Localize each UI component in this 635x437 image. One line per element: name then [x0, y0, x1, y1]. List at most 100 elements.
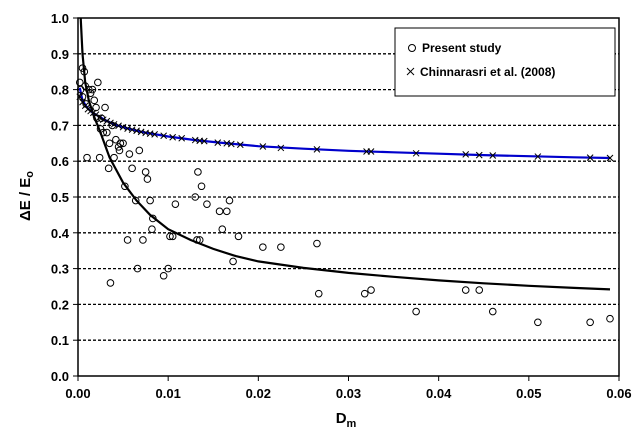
point-present-study — [90, 96, 99, 105]
point-present-study — [133, 264, 142, 273]
point-present-study — [95, 153, 104, 162]
point-chinnarasri — [200, 137, 208, 145]
point-present-study — [80, 67, 89, 76]
point-present-study — [195, 236, 204, 244]
point-present-study — [234, 232, 243, 241]
point-present-study — [171, 200, 180, 208]
point-present-study — [106, 279, 115, 287]
point-chinnarasri — [606, 154, 614, 162]
point-chinnarasri — [119, 123, 127, 131]
point-present-study — [139, 236, 147, 244]
point-present-study — [166, 232, 174, 241]
point-present-study — [412, 307, 420, 316]
y-tick-label: 0.5 — [51, 190, 69, 205]
point-chinnarasri — [586, 154, 594, 161]
point-present-study — [197, 182, 206, 191]
point-present-study — [606, 314, 614, 323]
point-present-study — [277, 243, 285, 251]
point-present-study — [229, 257, 237, 266]
y-tick-label: 0.8 — [51, 83, 69, 98]
point-chinnarasri — [259, 143, 267, 150]
point-present-study — [131, 196, 140, 205]
x-axis-title: Dm — [336, 410, 357, 430]
point-chinnarasri — [151, 130, 158, 138]
point-chinnarasri — [96, 114, 103, 121]
point-chinnarasri — [81, 102, 89, 110]
point-present-study — [135, 146, 144, 155]
point-present-study — [488, 307, 497, 316]
point-present-study — [148, 225, 156, 234]
point-present-study — [215, 207, 224, 216]
point-chinnarasri — [475, 151, 483, 159]
point-present-study — [314, 289, 323, 298]
point-present-study — [115, 146, 124, 155]
point-present-study — [101, 103, 109, 112]
y-tick-label: 0.1 — [51, 333, 69, 348]
legend-marker-chinnarasri — [406, 67, 415, 76]
point-present-study — [123, 236, 132, 244]
legend-label-chinnarasri: Chinnarasri et al. (2008) — [420, 65, 555, 79]
point-present-study — [125, 150, 134, 158]
point-present-study — [534, 318, 542, 327]
point-present-study — [105, 139, 114, 148]
x-tick-label: 0.02 — [246, 386, 271, 401]
y-tick-label: 1.0 — [51, 11, 69, 26]
point-present-study — [99, 128, 108, 137]
point-present-study — [76, 78, 84, 87]
point-present-study — [146, 196, 154, 205]
point-present-study — [203, 200, 211, 208]
point-chinnarasri — [169, 133, 177, 141]
point-chinnarasri — [236, 141, 244, 149]
axis-ticks: 0.0 0.1 0.2 0.3 0.4 0.5 0.6 0.7 0.8 0.9 1.0 0.00 0.0… — [51, 11, 632, 401]
y-tick-label: 0.4 — [51, 226, 70, 241]
y-tick-label: 0.0 — [51, 369, 69, 384]
point-chinnarasri — [115, 122, 122, 130]
x-tick-label: 0.03 — [336, 386, 361, 401]
point-present-study — [86, 89, 95, 97]
point-chinnarasri — [110, 120, 118, 128]
point-present-study — [164, 264, 172, 273]
point-chinnarasri — [107, 119, 114, 127]
point-present-study — [222, 207, 231, 216]
point-present-study — [112, 135, 120, 144]
y-tick-label: 0.9 — [51, 47, 69, 62]
point-present-study — [116, 139, 125, 148]
point-present-study — [88, 85, 97, 94]
legend: Present study Chinnarasri et al. (2008) — [394, 27, 616, 97]
y-tick-label: 0.2 — [51, 297, 69, 312]
point-chinnarasri — [99, 116, 107, 124]
legend-marker-present-study — [408, 44, 416, 52]
point-chinnarasri — [277, 144, 285, 152]
y-axis-title: ΔE / Eo — [17, 171, 36, 221]
point-present-study — [194, 168, 202, 176]
point-chinnarasri — [214, 139, 222, 146]
x-tick-label: 0.06 — [606, 386, 631, 401]
y-tick-label: 0.3 — [51, 262, 69, 277]
point-chinnarasri — [79, 98, 86, 106]
point-present-study — [103, 128, 111, 137]
point-chinnarasri — [534, 153, 542, 160]
point-chinnarasri — [160, 132, 168, 140]
point-present-study — [83, 153, 91, 162]
y-tick-label: 0.6 — [51, 154, 69, 169]
point-chinnarasri — [489, 152, 497, 159]
x-tick-label: 0.05 — [516, 386, 541, 401]
y-tick-label: 0.7 — [51, 118, 69, 133]
point-present-study — [121, 182, 129, 191]
point-present-study — [149, 214, 157, 223]
gridlines — [78, 53, 619, 341]
point-present-study — [85, 85, 93, 94]
point-chinnarasri — [412, 149, 420, 157]
point-present-study — [586, 318, 594, 327]
point-chinnarasri — [178, 134, 186, 142]
point-chinnarasri — [462, 151, 470, 158]
x-tick-label: 0.01 — [156, 386, 181, 401]
point-present-study — [159, 271, 168, 280]
point-present-study — [225, 196, 234, 205]
point-present-study — [168, 232, 177, 241]
x-tick-label: 0.04 — [426, 386, 452, 401]
point-chinnarasri — [367, 148, 375, 155]
point-present-study — [78, 64, 87, 72]
legend-label-present-study: Present study — [422, 41, 502, 55]
